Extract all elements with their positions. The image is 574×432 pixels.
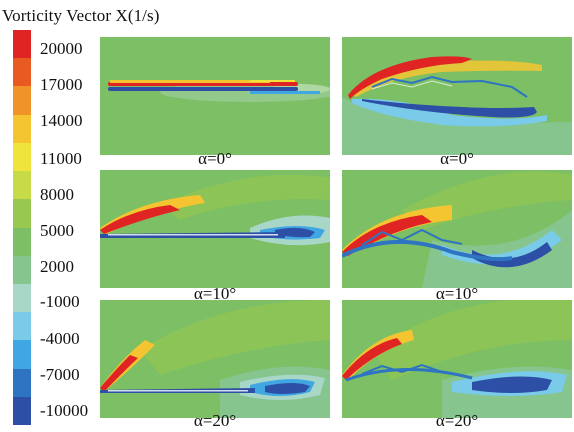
colorbar-band [13,86,31,115]
colorbar-tick-label: 11000 [40,149,82,168]
panel-caption: α=10° [435,284,479,303]
colorbar [13,30,31,426]
colorbar-tick-label: -4000 [40,329,80,348]
colorbar-band [13,30,31,59]
colorbar-band [13,312,31,341]
panel-caption: α=20° [435,411,479,430]
colorbar-title: Vorticity Vector X(1/s) [2,6,160,25]
colorbar-tick-label: 17000 [40,75,83,94]
colorbar-band [13,227,31,256]
colorbar-band [13,368,31,397]
contour-panel-row2-left [100,170,330,288]
colorbar-tick-label: 2000 [40,257,74,276]
colorbar-band [13,171,31,200]
colorbar-tick-label: 20000 [40,39,83,58]
contour-panel-row1-right [342,37,572,155]
colorbar-band [13,114,31,143]
colorbar-tick-label: 5000 [40,221,74,240]
colorbar-tick-label: -10000 [40,401,89,420]
colorbar-band [13,283,31,313]
colorbar-tick-label: -1000 [40,292,80,311]
contour-panel-row1-left [100,37,330,155]
panel-caption: α=0° [440,149,474,168]
contour-panel-row3-left [100,300,330,418]
colorbar-tick-label: 8000 [40,185,74,204]
colorbar-band [13,142,31,172]
colorbar-band [13,396,31,426]
colorbar-band [13,340,31,369]
colorbar-band [13,255,31,284]
colorbar-band [13,58,31,87]
colorbar-tick-label: 14000 [40,111,83,130]
colorbar-band [13,199,31,228]
panel-caption: α=0° [198,149,232,168]
panel-caption: α=20° [193,411,237,430]
contour-panel-row3-right [342,300,572,418]
panel-caption: α=10° [193,284,237,303]
colorbar-tick-label: -7000 [40,365,80,384]
contour-panel-row2-right [342,170,572,288]
